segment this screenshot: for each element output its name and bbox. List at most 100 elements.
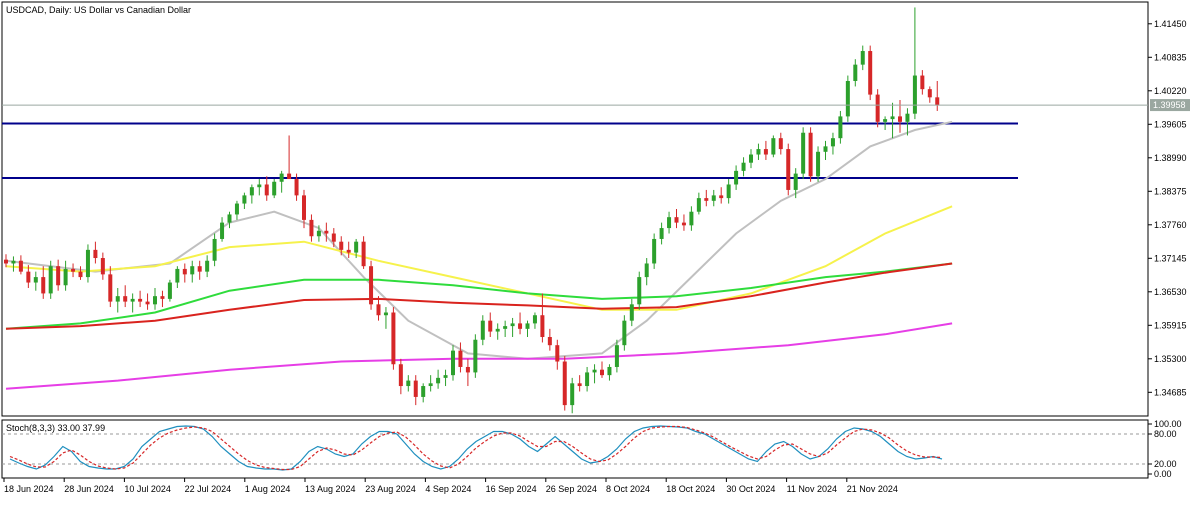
date-tick-label: 11 Nov 2024 — [787, 484, 837, 494]
candle-body — [182, 268, 187, 275]
candle-body — [220, 222, 225, 239]
stoch-tick-label: 20.00 — [1154, 459, 1177, 469]
candle-body — [912, 75, 917, 114]
candle-body — [153, 296, 157, 305]
main-panel-frame — [1, 1, 1149, 417]
candle-body — [234, 203, 239, 215]
candle-body — [935, 97, 940, 105]
stoch-d-line — [9, 425, 943, 471]
candle-body — [600, 369, 604, 376]
candle-body — [100, 258, 105, 275]
candle-body — [689, 211, 694, 226]
candle-body — [205, 260, 210, 272]
candle-body — [428, 383, 433, 387]
candle-body — [309, 219, 314, 237]
candle-body — [138, 298, 143, 302]
candle-body — [383, 312, 388, 316]
candle-body — [875, 94, 880, 122]
date-tick-label: 4 Sep 2024 — [425, 484, 471, 494]
candle-body — [518, 323, 523, 329]
candle-body — [771, 138, 776, 155]
candle-body — [823, 146, 828, 152]
candle-body — [585, 372, 590, 387]
candle-body — [294, 179, 299, 196]
candle-body — [719, 195, 724, 199]
price-tick-label: 1.35915 — [1154, 320, 1187, 330]
date-tick-label: 23 Aug 2024 — [365, 484, 416, 494]
candle-body — [510, 323, 515, 327]
price-tick-label: 1.40220 — [1154, 86, 1187, 96]
candle-body — [532, 315, 537, 324]
price-tick-label: 1.40835 — [1154, 52, 1187, 62]
candle-body — [56, 266, 61, 286]
moving-averages — [5, 120, 953, 390]
last-price-box — [1150, 99, 1190, 112]
candle-body — [830, 138, 835, 147]
date-tick-label: 16 Sep 2024 — [486, 484, 537, 494]
candle-body — [18, 260, 23, 272]
candle-body — [316, 230, 321, 237]
candles — [4, 7, 940, 414]
stoch-tick-label: 80.00 — [1154, 429, 1177, 439]
candle-body — [488, 320, 493, 332]
candle-body — [749, 154, 753, 163]
candle-body — [547, 337, 552, 346]
candle-body — [860, 51, 865, 65]
candle-body — [339, 241, 344, 250]
candle-body — [369, 266, 374, 305]
candle-body — [436, 377, 441, 384]
candle-body — [495, 328, 500, 332]
stoch-panel-frame — [1, 419, 1149, 479]
candle-body — [115, 296, 120, 302]
candle-body — [659, 228, 664, 239]
candle-body — [927, 89, 932, 98]
candle-body — [264, 184, 269, 196]
date-tick-label: 30 Oct 2024 — [726, 484, 775, 494]
stoch-tick-label: 100.00 — [1154, 419, 1182, 429]
chart-title: USDCAD, Daily: US Dollar vs Canadian Dol… — [6, 5, 191, 15]
price-tick-label: 1.37145 — [1154, 253, 1187, 263]
candle-body — [391, 312, 396, 365]
candle-body — [443, 375, 448, 378]
candle-body — [406, 380, 411, 387]
last-price-marker: 1.39958 — [2, 99, 1190, 112]
candle-body — [41, 277, 46, 294]
candle-body — [421, 386, 426, 397]
candle-body — [167, 282, 172, 299]
candle-body — [249, 187, 254, 196]
candle-body — [473, 339, 478, 373]
candle-body — [555, 345, 560, 362]
moving-average-line — [5, 322, 953, 390]
candle-body — [451, 350, 455, 376]
date-tick-label: 28 Jun 2024 — [64, 484, 114, 494]
candle-body — [786, 149, 791, 190]
candle-body — [667, 217, 672, 229]
candle-body — [123, 296, 128, 302]
candle-body — [175, 268, 180, 283]
candle-body — [674, 217, 679, 223]
candle-body — [614, 345, 619, 367]
candle-body — [26, 271, 31, 283]
candle-body — [346, 249, 351, 253]
candle-body — [145, 301, 150, 305]
candle-body — [11, 260, 16, 264]
candle-body — [33, 277, 38, 283]
candle-body — [696, 198, 701, 212]
price-tick-label: 1.38990 — [1154, 153, 1187, 163]
candle-body — [607, 366, 612, 376]
candle-body — [324, 230, 329, 234]
candle-body — [652, 238, 657, 264]
date-tick-label: 13 Aug 2024 — [305, 484, 356, 494]
moving-average-line — [5, 205, 953, 311]
candle-body — [920, 75, 925, 90]
moving-average-line — [5, 262, 953, 330]
candle-body — [711, 195, 716, 201]
candle-body — [302, 195, 306, 220]
candle-body — [287, 173, 292, 180]
candle-body — [197, 266, 202, 272]
candle-body — [93, 249, 98, 259]
candle-body — [838, 116, 843, 139]
